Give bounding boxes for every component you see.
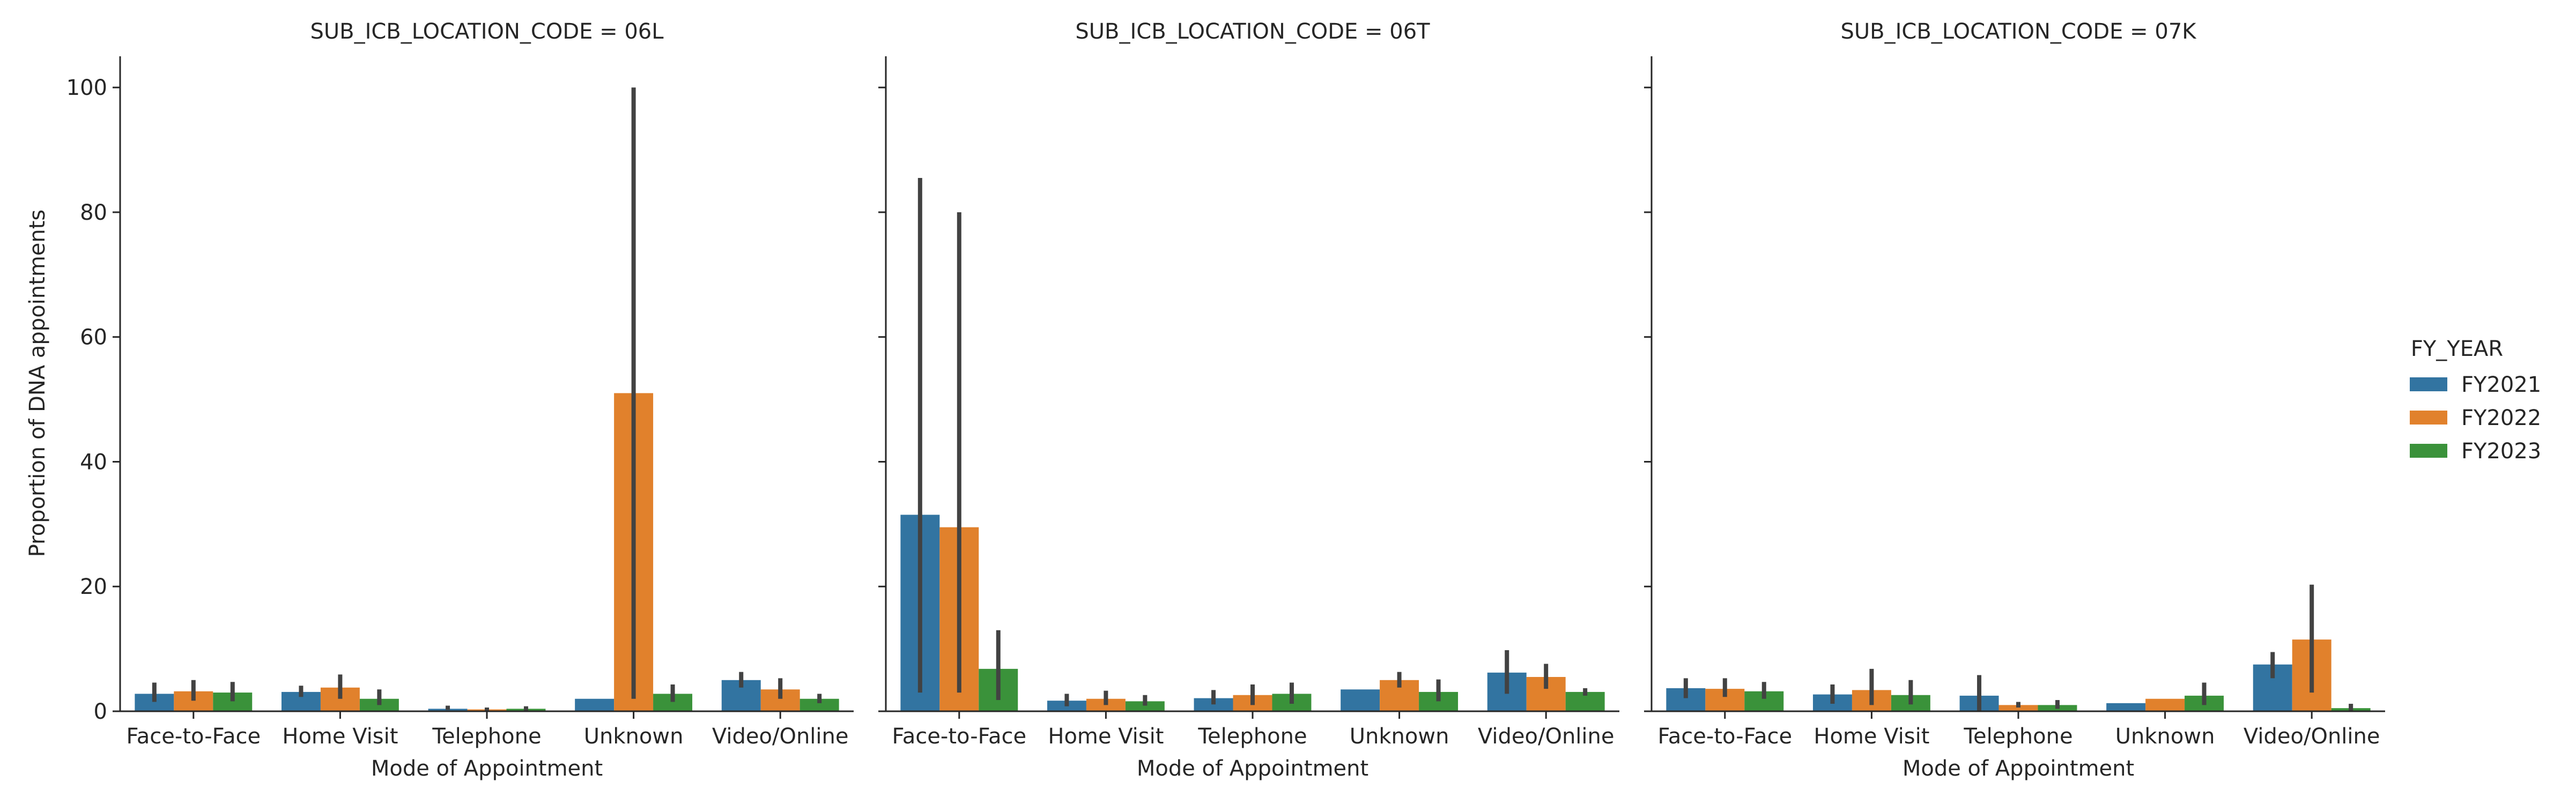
legend-swatch <box>2410 377 2447 391</box>
x-axis-label: Mode of Appointment <box>371 756 603 781</box>
facet-panel: SUB_ICB_LOCATION_CODE = 06T Face-to-Face H… <box>878 19 1619 781</box>
bar-fy2022 <box>2145 698 2185 711</box>
y-tick-label: 20 <box>80 575 107 599</box>
bar-fy2021 <box>1341 689 1380 711</box>
x-axis-label: Mode of Appointment <box>1903 756 2134 781</box>
y-tick-label: 60 <box>80 325 107 350</box>
y-tick-label: 100 <box>66 76 107 100</box>
legend-title: FY_YEAR <box>2411 337 2503 361</box>
legend-entry-label: FY2023 <box>2461 439 2541 464</box>
x-tick-label: Unknown <box>2115 724 2215 749</box>
x-tick-label: Face-to-Face <box>892 724 1026 749</box>
bar-fy2021 <box>575 698 615 711</box>
x-tick-label: Telephone <box>1963 724 2072 749</box>
x-tick-label: Home Visit <box>1048 724 1164 749</box>
x-tick-label: Face-to-Face <box>1657 724 1792 749</box>
legend-swatch <box>2410 444 2447 458</box>
bar-fy2023 <box>800 698 839 711</box>
y-tick-label: 40 <box>80 450 107 474</box>
legend: FY_YEAR FY2021 FY2022 FY2023 <box>2410 337 2541 464</box>
legend-entry-label: FY2022 <box>2461 406 2541 430</box>
y-tick-label: 0 <box>94 699 107 724</box>
x-axis-label: Mode of Appointment <box>1137 756 1368 781</box>
facet-panel: SUB_ICB_LOCATION_CODE = 07K Face-to-Face H… <box>1644 19 2385 781</box>
x-tick-label: Unknown <box>584 724 684 749</box>
facet-title: SUB_ICB_LOCATION_CODE = 07K <box>1840 19 2197 44</box>
legend-entry-label: FY2021 <box>2461 373 2541 397</box>
x-tick-label: Home Visit <box>282 724 398 749</box>
x-tick-label: Telephone <box>1197 724 1307 749</box>
facet-title: SUB_ICB_LOCATION_CODE = 06L <box>310 19 664 44</box>
bar-fy2023 <box>1125 701 1165 711</box>
x-tick-label: Telephone <box>432 724 541 749</box>
legend-swatch <box>2410 411 2447 425</box>
x-tick-label: Video/Online <box>1478 724 1615 749</box>
bar-fy2022 <box>1998 705 2038 711</box>
x-tick-label: Home Visit <box>1813 724 1929 749</box>
y-tick-label: 80 <box>80 200 107 225</box>
y-axis-label: Proportion of DNA appointments <box>25 210 50 557</box>
x-tick-label: Unknown <box>1350 724 1449 749</box>
x-tick-label: Video/Online <box>712 724 849 749</box>
facet-title: SUB_ICB_LOCATION_CODE = 06T <box>1075 19 1430 44</box>
x-tick-label: Face-to-Face <box>126 724 261 749</box>
bar-fy2021 <box>2106 703 2146 711</box>
facet-panel: SUB_ICB_LOCATION_CODE = 06L 0 20 40 60 80 100 F… <box>66 19 854 781</box>
x-tick-label: Video/Online <box>2244 724 2380 749</box>
